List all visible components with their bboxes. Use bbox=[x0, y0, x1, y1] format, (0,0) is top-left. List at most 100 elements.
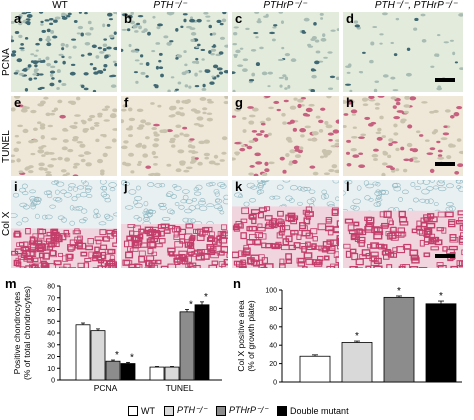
y-tick-label: 20 bbox=[269, 361, 277, 368]
legend-item-pth: PTH⁻/⁻ bbox=[164, 405, 207, 416]
y-tick-label: 10 bbox=[47, 366, 55, 373]
legend-swatch-pth bbox=[164, 405, 174, 416]
legend-label-pthrp: PTHrP⁻/⁻ bbox=[229, 405, 269, 415]
micrograph-pcna-double: d bbox=[343, 12, 463, 92]
micrograph-tunel-pthrp: g bbox=[232, 96, 339, 176]
micrograph-texture bbox=[232, 12, 339, 92]
bar-0 bbox=[299, 355, 331, 383]
micrograph-texture bbox=[232, 180, 339, 268]
significance-star: * bbox=[439, 291, 443, 302]
x-category-label: TUNEL bbox=[166, 383, 194, 393]
micrograph-texture bbox=[121, 12, 228, 92]
y-tick-label: 50 bbox=[47, 319, 55, 326]
x-category-label: PCNA bbox=[94, 383, 118, 393]
scale-bar bbox=[435, 162, 455, 166]
y-tick-label: 0 bbox=[51, 378, 55, 385]
column-title-double: PTH⁻/⁻, PTHrP⁻/⁻ bbox=[374, 0, 458, 11]
chart-n: 0 20 40 60 80 100 Col X positive area (% of gro… bbox=[236, 286, 462, 387]
y-tick-label: 100 bbox=[265, 288, 277, 295]
significance-star: * bbox=[115, 350, 119, 361]
significance-star: * bbox=[355, 331, 359, 342]
y-axis-label-units: (% of growth plate) bbox=[246, 300, 256, 372]
panel-letter: j bbox=[124, 180, 128, 194]
micrograph-pcna-pth: b bbox=[121, 12, 228, 92]
panel-letter: i bbox=[14, 180, 18, 194]
y-tick-label: 80 bbox=[269, 306, 277, 313]
significance-star: * bbox=[204, 292, 208, 303]
y-tick-label: 60 bbox=[47, 307, 55, 314]
micrograph-colx-pth: j bbox=[121, 180, 228, 268]
micrograph-colx-wt: i bbox=[11, 180, 117, 268]
panel-letter: k bbox=[235, 180, 243, 194]
micrograph-pcna-pthrp: c bbox=[232, 12, 339, 92]
bar-pcna-3 bbox=[120, 363, 136, 381]
micrograph-texture bbox=[11, 12, 117, 92]
micrograph-texture bbox=[121, 96, 228, 176]
y-tick-label: 40 bbox=[269, 343, 277, 350]
column-title-pth: PTH⁻/⁻ bbox=[153, 0, 187, 11]
y-tick-label: 20 bbox=[47, 354, 55, 361]
micrograph-tunel-wt: e bbox=[11, 96, 117, 176]
micrograph-colx-double: l bbox=[343, 180, 463, 268]
bar-1 bbox=[341, 342, 373, 383]
bar-tunel-0 bbox=[149, 366, 165, 381]
y-tick-label: 70 bbox=[47, 295, 55, 302]
micrograph-tunel-double: h bbox=[343, 96, 463, 176]
scale-bar bbox=[435, 78, 455, 82]
panel-letter: d bbox=[346, 12, 354, 26]
micrograph-colx-pthrp: k bbox=[232, 180, 339, 268]
column-title-wt: WT bbox=[52, 0, 68, 11]
column-title-pthrp: PTHrP⁻/⁻ bbox=[263, 0, 307, 11]
bar-3 bbox=[425, 303, 457, 383]
micrograph-texture bbox=[343, 180, 463, 268]
significance-star: * bbox=[189, 300, 193, 311]
legend-label-double: Double mutant bbox=[290, 405, 349, 416]
y-axis-label-units: (% of total chondrocytes) bbox=[22, 286, 32, 380]
significance-star: * bbox=[397, 286, 401, 297]
legend-label-wt: WT bbox=[141, 405, 155, 416]
panel-letter: a bbox=[14, 12, 22, 26]
legend-swatch-wt bbox=[128, 405, 138, 416]
legend-swatch-pthrp bbox=[216, 405, 227, 416]
y-axis-label: Col X positive area bbox=[236, 300, 246, 372]
legend-item-wt: WT bbox=[128, 405, 155, 416]
y-axis-label: Positive chondrocytes bbox=[12, 292, 22, 375]
panel-letter: f bbox=[124, 96, 129, 110]
micrograph-texture bbox=[121, 180, 228, 268]
significance-star: * bbox=[130, 352, 134, 363]
panel-letter: e bbox=[14, 96, 22, 110]
panel-letter: b bbox=[124, 12, 132, 26]
bar-pcna-1 bbox=[90, 330, 106, 381]
chart-m-letter: m bbox=[5, 276, 17, 291]
bar-pcna-0 bbox=[75, 324, 91, 381]
bar-tunel-3 bbox=[194, 304, 210, 381]
legend-label-pth: PTH⁻/⁻ bbox=[177, 405, 208, 415]
bar-tunel-2 bbox=[179, 311, 195, 381]
y-tick-label: 80 bbox=[47, 284, 55, 291]
micrograph-pcna-wt: a bbox=[11, 12, 117, 92]
legend-swatch-double bbox=[277, 405, 288, 416]
bar-pcna-2 bbox=[105, 360, 121, 381]
micrograph-texture bbox=[11, 96, 117, 176]
micrograph-tunel-pth: f bbox=[121, 96, 228, 176]
y-tick-label: 0 bbox=[273, 380, 277, 387]
scale-bar bbox=[435, 254, 455, 258]
panel-letter: h bbox=[346, 96, 354, 110]
chart-n-letter: n bbox=[233, 276, 241, 291]
micrograph-texture bbox=[345, 12, 463, 92]
y-tick-label: 30 bbox=[47, 342, 55, 349]
bar-2 bbox=[383, 296, 415, 383]
legend-item-double: Double mutant bbox=[277, 405, 349, 416]
y-tick-label: 60 bbox=[269, 324, 277, 331]
y-tick-label: 40 bbox=[47, 331, 55, 338]
micrograph-texture bbox=[343, 96, 463, 176]
panel-letter: g bbox=[235, 96, 243, 110]
panel-letter: l bbox=[346, 180, 350, 194]
bar-tunel-1 bbox=[164, 366, 180, 381]
panel-letter: c bbox=[235, 12, 243, 26]
legend-item-pthrp: PTHrP⁻/⁻ bbox=[216, 405, 268, 416]
chart-m: 0 10 20 30 40 50 60 70 80 Positive chondrocytes (%… bbox=[12, 284, 222, 393]
micrograph-texture bbox=[232, 96, 339, 176]
legend: WT PTH⁻/⁻ PTHrP⁻/⁻ Double mutant bbox=[128, 405, 358, 416]
micrograph-texture bbox=[11, 180, 117, 268]
